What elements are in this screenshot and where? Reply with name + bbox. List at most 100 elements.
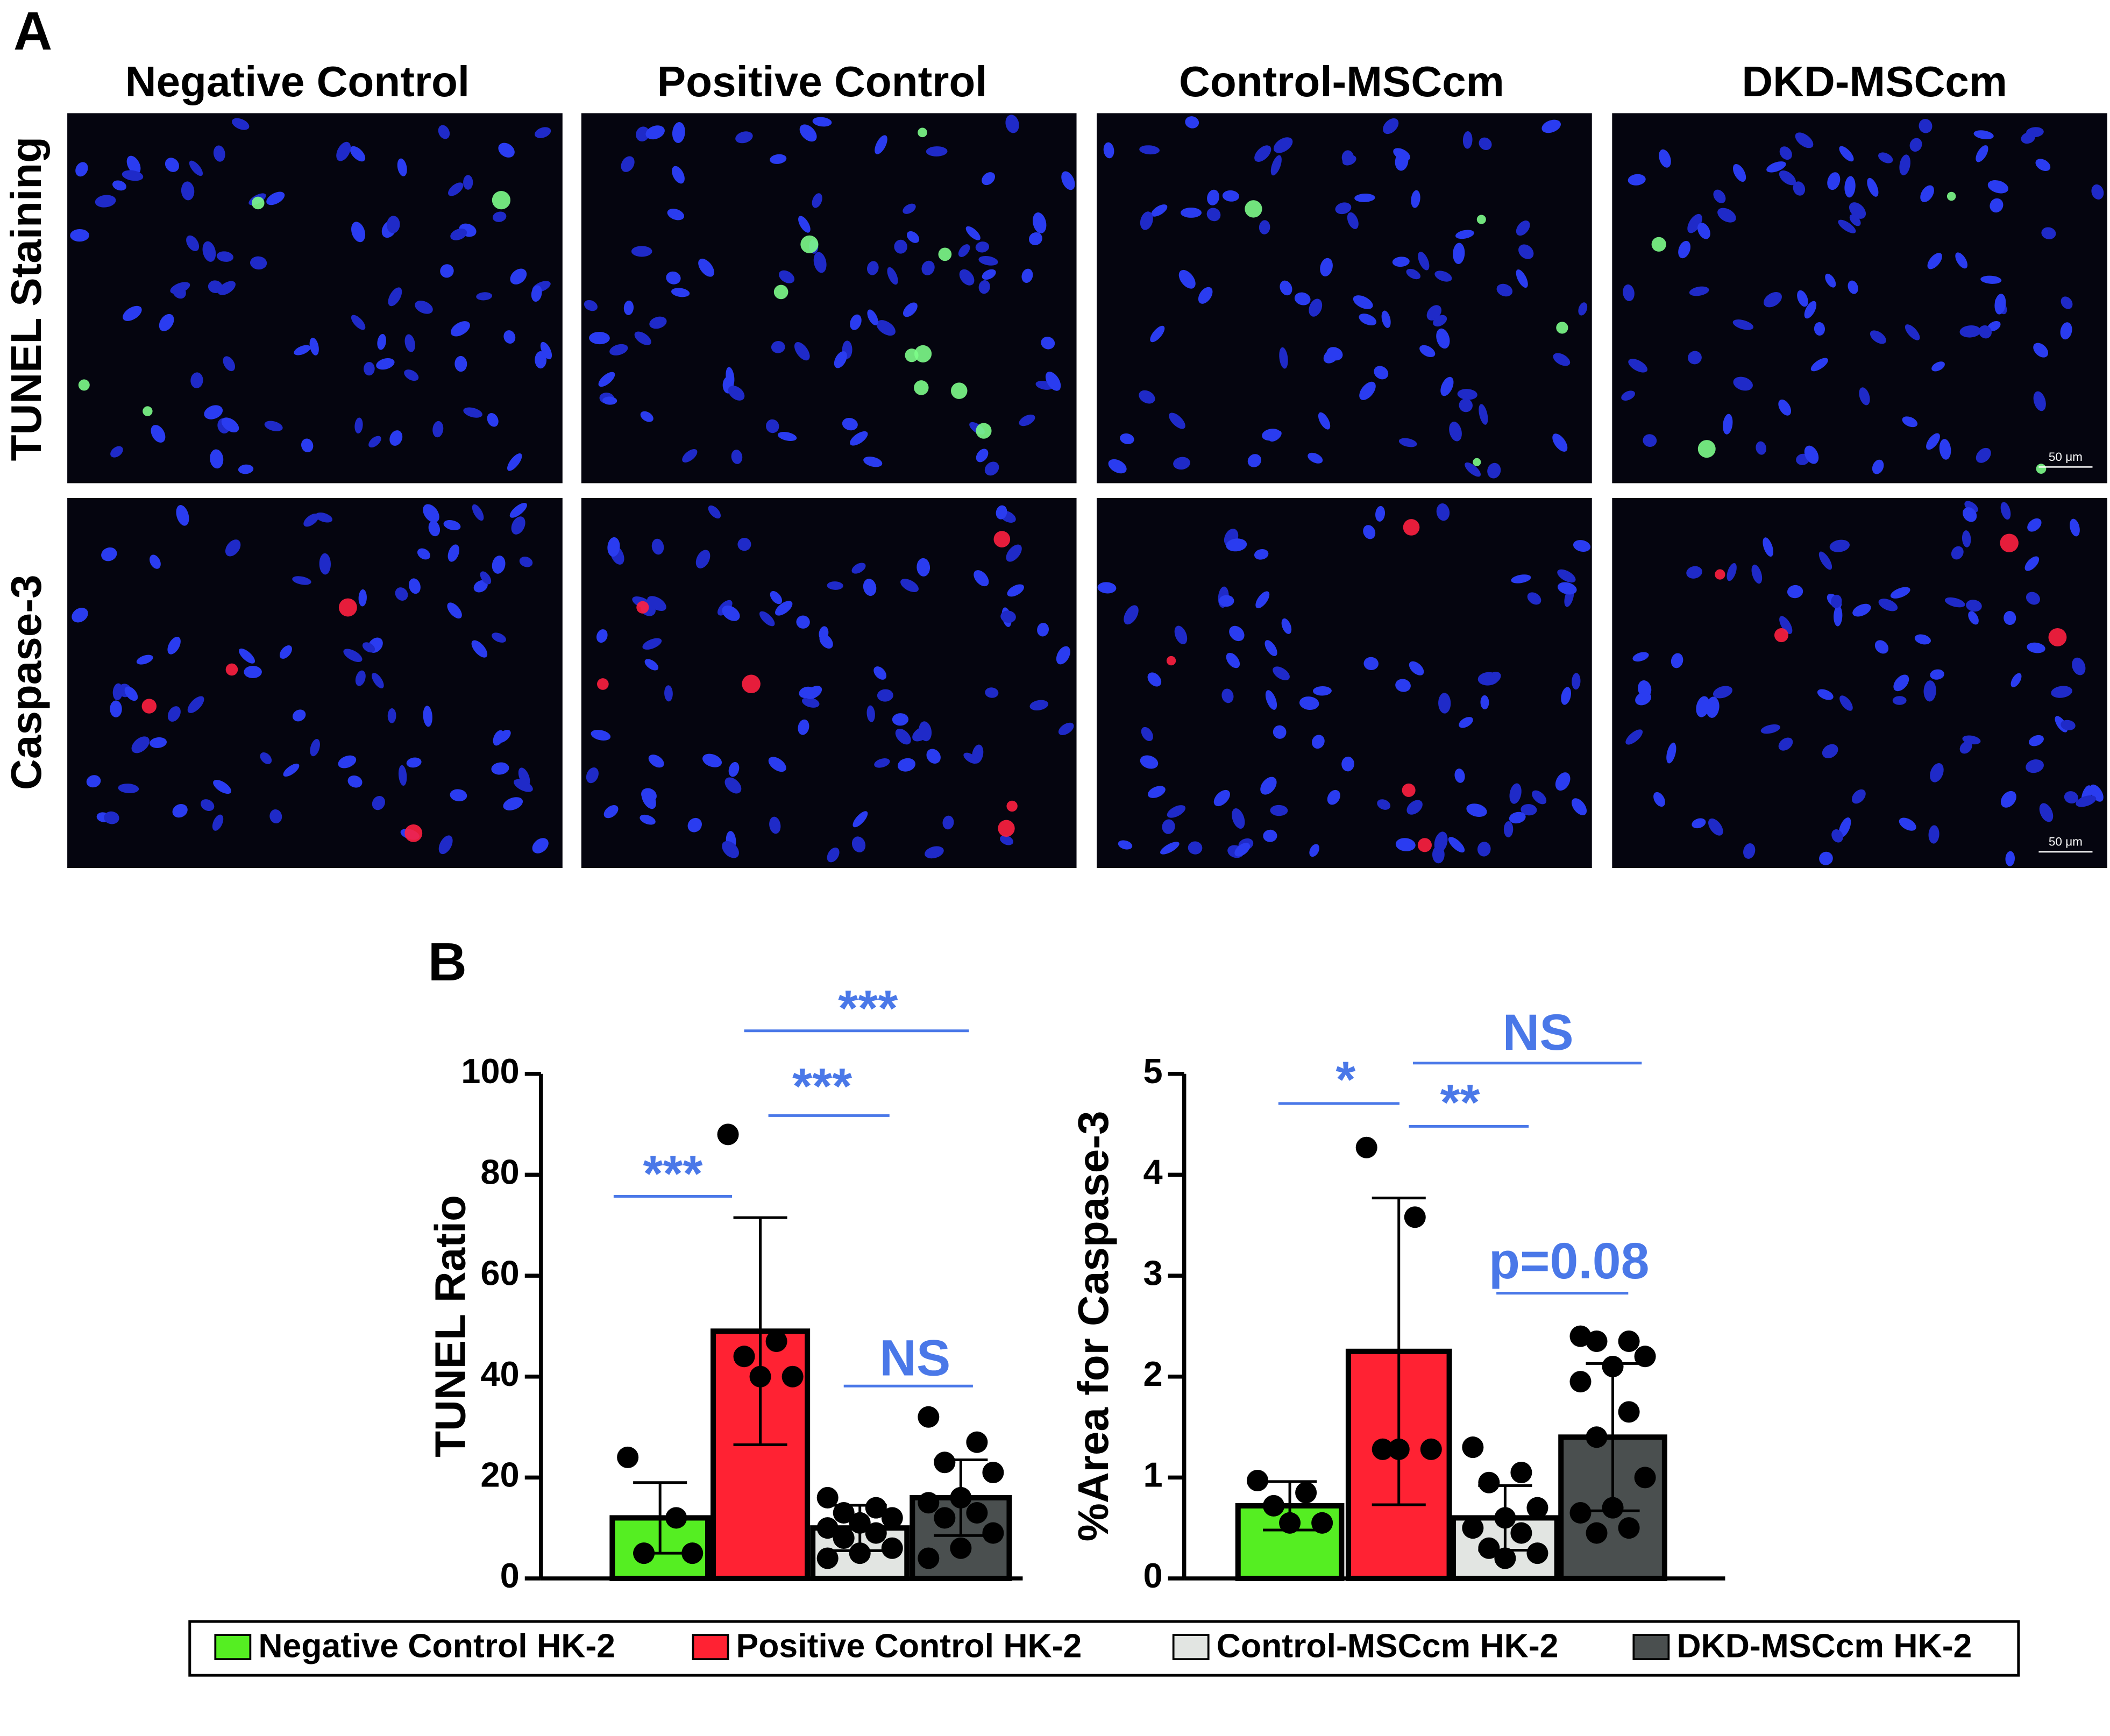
data-point: [918, 1406, 940, 1428]
data-point: [1478, 1471, 1500, 1493]
nucleus: [1822, 744, 1838, 759]
nucleus: [978, 255, 998, 266]
nucleus: [1643, 434, 1657, 447]
nucleus: [376, 358, 395, 370]
data-point: [1586, 1522, 1608, 1544]
nucleus: [503, 797, 523, 810]
nucleus: [476, 292, 493, 301]
nucleus: [1723, 414, 1733, 435]
nucleus: [770, 154, 787, 164]
nucleus: [440, 264, 454, 278]
nucleus: [1455, 230, 1474, 239]
stained-cell: [636, 601, 649, 614]
nucleus: [895, 728, 911, 745]
nucleus: [636, 126, 650, 142]
nucleus: [2004, 611, 2016, 625]
stained-cell: [938, 247, 952, 261]
stained-cell: [1556, 322, 1568, 334]
nucleus: [1309, 298, 1323, 317]
nucleus: [1829, 539, 1850, 552]
nucleus: [1061, 171, 1075, 190]
nucleus: [2000, 791, 2016, 808]
nucleus: [1160, 842, 1180, 855]
nucleus: [294, 345, 311, 355]
nucleus: [269, 809, 282, 824]
nucleus: [596, 629, 608, 643]
nucleus: [1395, 152, 1409, 171]
nucleus: [644, 659, 659, 671]
nucleus: [852, 811, 868, 828]
nucleus: [210, 449, 224, 469]
nucleus: [1375, 506, 1386, 522]
nucleus: [406, 757, 422, 768]
nucleus: [1872, 459, 1884, 474]
nucleus: [641, 788, 657, 802]
nucleus: [264, 421, 283, 431]
nucleus: [598, 372, 615, 387]
nucleus: [1021, 268, 1033, 283]
nucleus: [1834, 606, 1843, 627]
nucleus: [1103, 142, 1114, 159]
nucleus: [244, 666, 262, 678]
nucleus: [2060, 322, 2072, 340]
nucleus: [1273, 666, 1290, 680]
nucleus: [213, 145, 225, 162]
nucleus: [1819, 851, 1833, 865]
data-point: [633, 1542, 655, 1564]
nucleus: [1509, 783, 1522, 804]
nucleus: [1263, 829, 1277, 842]
y-axis-label: TUNEL Ratio: [426, 1195, 474, 1457]
stained-cell: [918, 127, 927, 138]
nucleus: [906, 231, 920, 243]
nucleus: [472, 504, 484, 521]
nucleus: [208, 280, 223, 293]
data-point: [1462, 1517, 1484, 1539]
stained-cell: [1697, 440, 1716, 458]
nucleus: [1793, 181, 1806, 196]
nucleus: [917, 558, 930, 577]
nucleus: [1436, 328, 1450, 349]
nucleus: [621, 156, 635, 172]
nucleus: [1817, 689, 1834, 700]
nucleus: [1139, 390, 1155, 404]
nucleus: [1557, 582, 1577, 595]
data-point: [1618, 1331, 1640, 1353]
nucleus: [978, 280, 990, 294]
nucleus: [1454, 769, 1465, 783]
nucleus: [1733, 376, 1753, 391]
stained-cell: [914, 345, 932, 362]
nucleus: [315, 513, 333, 523]
nucleus: [1480, 695, 1489, 710]
nucleus: [1848, 280, 1858, 294]
nucleus: [634, 331, 651, 345]
nucleus: [1990, 198, 2004, 213]
nucleus: [1188, 841, 1203, 855]
nucleus: [531, 285, 542, 302]
nucleus: [338, 755, 357, 769]
nucleus: [1479, 404, 1488, 425]
nucleus: [1909, 138, 1922, 152]
nucleus: [1818, 551, 1832, 570]
nucleus: [976, 449, 989, 463]
nucleus: [454, 355, 467, 372]
nucleus: [189, 160, 203, 176]
column-label: Negative Control: [125, 58, 470, 105]
data-point: [950, 1537, 972, 1559]
nucleus: [1363, 657, 1379, 671]
nucleus: [377, 333, 387, 350]
nucleus: [1976, 145, 1988, 162]
data-point: [1586, 1426, 1608, 1448]
nucleus: [1804, 445, 1819, 464]
nucleus: [1457, 389, 1477, 400]
nucleus: [104, 811, 119, 824]
nucleus: [136, 654, 153, 665]
nucleus: [1141, 727, 1153, 742]
significance-label: p=0.08: [1489, 1233, 1650, 1290]
nucleus: [898, 758, 916, 772]
nucleus: [1270, 155, 1282, 176]
data-point: [1526, 1542, 1548, 1564]
nucleus: [1007, 584, 1024, 597]
stained-cell: [1473, 458, 1481, 466]
nucleus: [1859, 387, 1870, 405]
nucleus: [1804, 301, 1817, 319]
